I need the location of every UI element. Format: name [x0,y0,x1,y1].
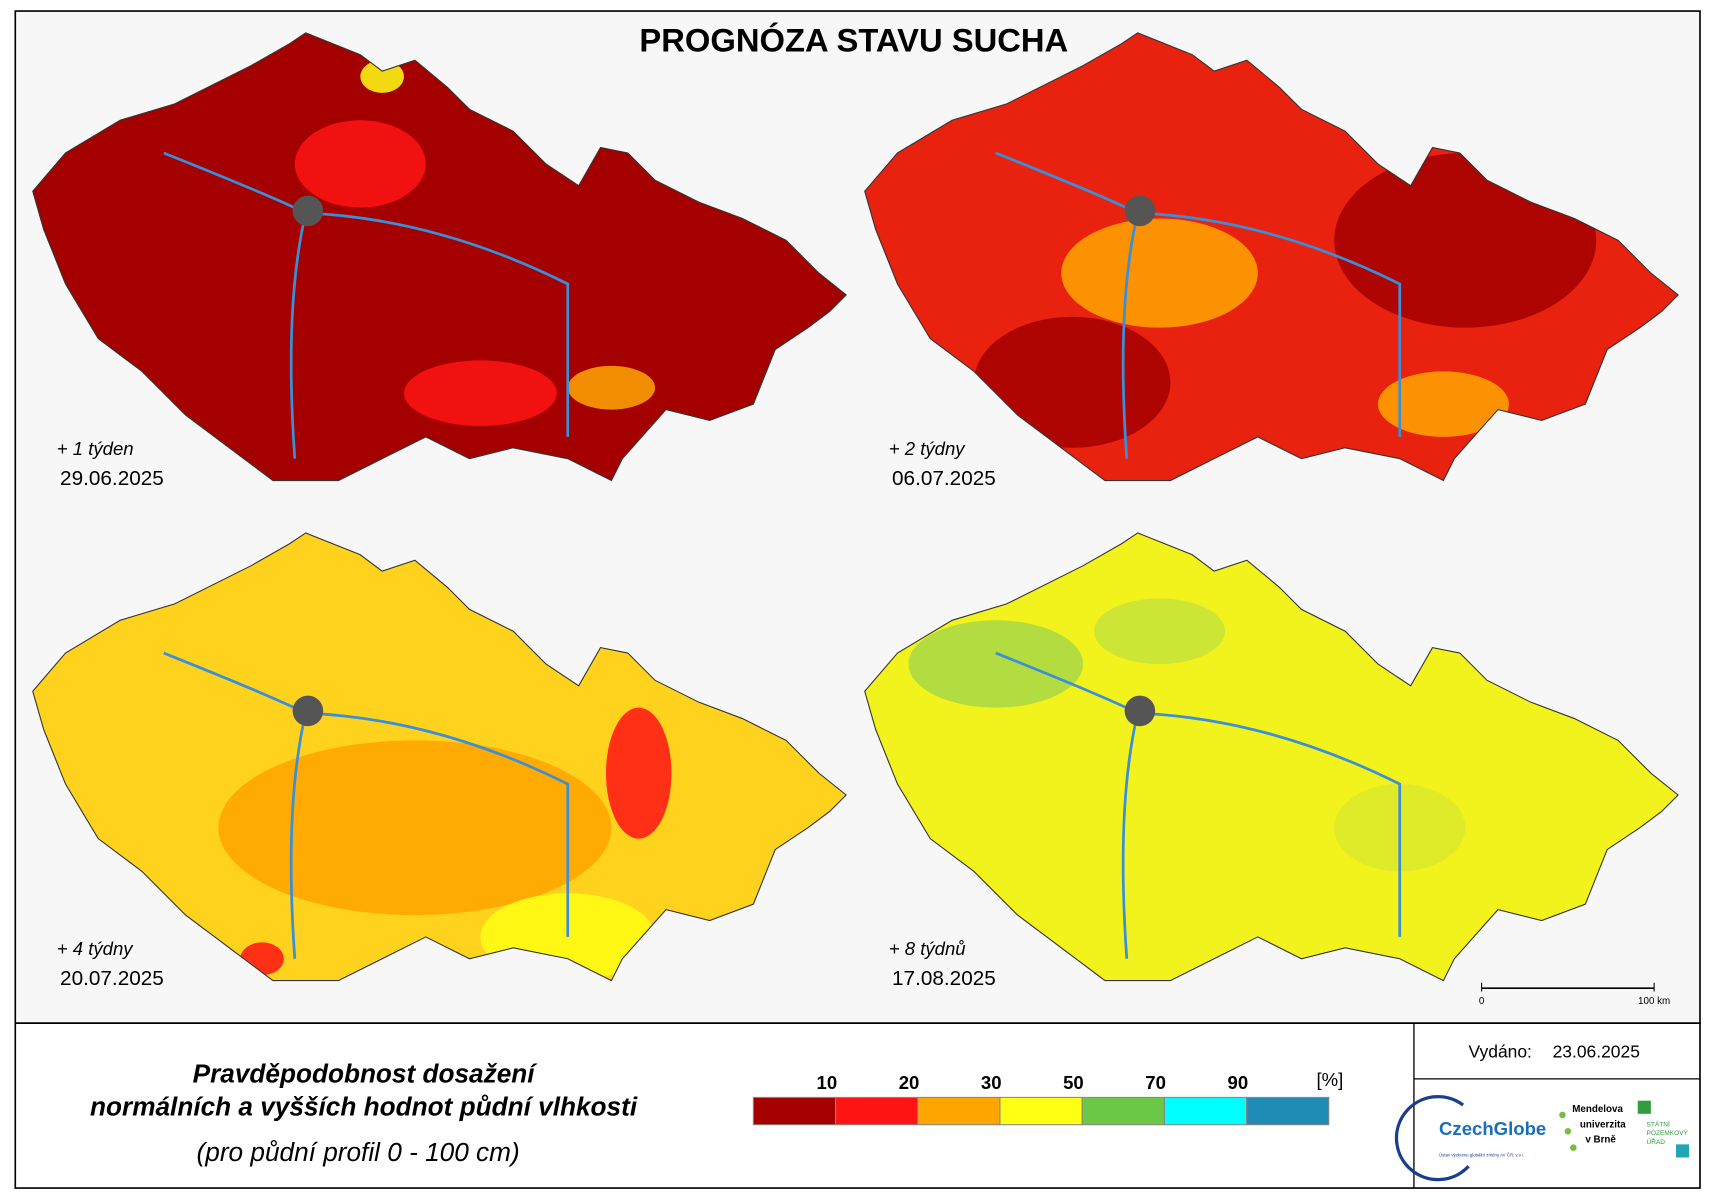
map-blob [605,707,672,839]
scale-label: 100 km [1638,996,1670,1007]
logo-spu [1675,1144,1690,1158]
issued-label: Vydáno: [1469,1041,1532,1061]
border [32,32,847,482]
border [864,32,1679,482]
colorbar-tick: 10 [817,1072,838,1093]
map-fill [32,532,847,981]
city [1124,195,1156,227]
map-area [32,32,847,481]
map-fill [864,532,1679,981]
logo-dot [1564,1127,1572,1135]
logo-mendelu: v Brně [1585,1135,1616,1146]
colorbar-tick: 30 [981,1072,1002,1093]
colorbar-tick: 50 [1063,1072,1084,1093]
panel-date: 06.07.2025 [892,467,996,490]
colorbar-tick: 70 [1145,1072,1166,1093]
map-blob [908,620,1084,708]
map-blob [1061,218,1258,328]
colorbar-swatch [999,1096,1083,1126]
map-blob [567,365,656,410]
scale-label: 0 [1479,996,1485,1007]
logo-spu-text: STÁTNÍ [1646,1119,1669,1128]
colorbar-swatch [917,1096,1001,1126]
map-blob [218,740,612,916]
logo-spu-text: ÚŘAD [1646,1137,1665,1146]
map-blob [294,120,426,208]
map-panel: + 4 týdny 20.07.2025 [32,532,847,990]
border [32,532,847,982]
map-blob [1094,598,1226,664]
panel-label: + 4 týdny [57,938,135,959]
city [1124,695,1156,727]
panel-label: + 8 týdnů [889,938,966,959]
map-fill [32,32,847,481]
colorbar-swatch [835,1096,919,1126]
map-blob [360,60,404,93]
map-blob [1377,371,1509,437]
map-blob [973,316,1171,448]
map-panel: + 1 týden 29.06.2025 [32,32,847,490]
city [292,195,324,227]
city [292,695,324,727]
logo-spu [1637,1100,1651,1114]
colorbar: 10 20 30 50 70 90 [752,1072,1330,1126]
panel-date: 17.08.2025 [892,967,996,990]
logo-mendelu: univerzita [1580,1119,1626,1130]
legend-title: Pravděpodobnost dosažení [193,1059,539,1089]
colorbar-tick: 20 [899,1072,920,1093]
panel-date: 29.06.2025 [60,467,164,490]
logo-czechglobe-sub: Ústav výzkumu globální změny AV ČR, v.v.… [1439,1152,1524,1157]
colorbar-swatch [1163,1096,1248,1126]
map-blob [403,360,557,426]
logo-spu-text: POZEMKOVÝ [1646,1128,1688,1137]
logo-czechglobe: CzechGlobe [1439,1118,1546,1139]
legend-unit: [%] [1316,1069,1343,1090]
panel-label: + 1 týden [57,438,134,459]
colorbar-swatch [752,1096,837,1126]
colorbar-tick: 90 [1228,1072,1249,1093]
logo-mendelu: Mendelova [1572,1104,1623,1115]
logo-arc [1394,1094,1470,1182]
title: PROGNÓZA STAVU SUCHA [639,21,1068,58]
colorbar-swatch [1081,1096,1165,1126]
legend-subtitle: (pro půdní profil 0 - 100 cm) [197,1137,520,1167]
colorbar-swatch [1246,1096,1330,1126]
panel-date: 20.07.2025 [60,967,164,990]
border [864,532,1679,982]
logo-dot [1559,1111,1566,1119]
map-panel: + 8 týdnů 17.08.2025 [864,532,1679,990]
panel-label: + 2 týdny [889,438,967,459]
legend-title: normálních a vyšších hodnot půdní vlhkos… [90,1091,638,1121]
logo-dot [1570,1144,1577,1151]
issued-date: 23.06.2025 [1553,1041,1640,1061]
